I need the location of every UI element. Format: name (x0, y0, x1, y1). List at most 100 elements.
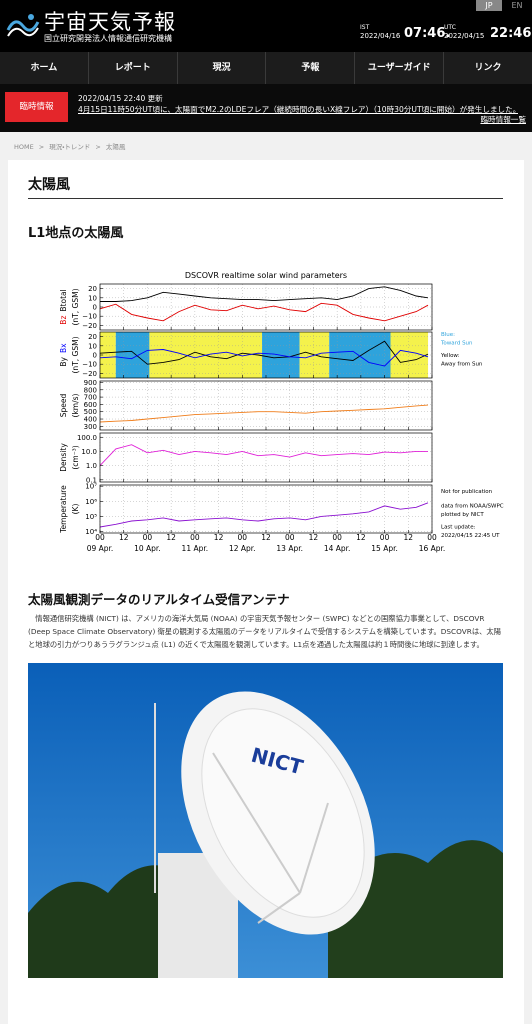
annotation: Last update: (441, 525, 476, 531)
nav-bar: ホーム レポート 現況 予報 ユーザーガイド リンク (0, 52, 532, 84)
logo (6, 14, 40, 37)
section-heading: 太陽風観測データのリアルタイム受信アンテナ (28, 592, 290, 607)
sector-band (100, 332, 116, 378)
clock-zone: IST (360, 24, 370, 31)
y-axis-unit: (nT, GSM) (71, 336, 80, 373)
x-date-label: 10 Apr. (134, 544, 161, 553)
site-title[interactable]: 宇宙天気予報 (44, 10, 176, 34)
breadcrumb: HOME > 現況・トレンド > 太陽風 (14, 141, 125, 151)
plot-frame (99, 283, 433, 331)
legend-entry: Btotal (59, 289, 68, 311)
x-date-label: 16 Apr. (419, 544, 446, 553)
lang-en[interactable]: EN (511, 1, 523, 10)
y-axis-unit: (km/s) (71, 393, 80, 417)
clock-zone: UTC (444, 24, 456, 31)
data-line (99, 302, 429, 322)
y-tick-label: −20 (82, 322, 97, 330)
nav-item[interactable]: ホーム (30, 63, 58, 73)
y-tick-label: −20 (82, 370, 97, 378)
x-date-label: 14 Apr. (324, 544, 351, 553)
y-axis-title: Speed (59, 394, 68, 418)
data-line (99, 502, 429, 528)
breadcrumb-item: 太陽風 (105, 143, 126, 151)
page-title: 太陽風 (28, 177, 70, 193)
y-tick-label: 100.0 (77, 434, 97, 442)
clock-time: 22:46. (490, 26, 532, 41)
plot-frame (99, 331, 433, 379)
x-tick-label: 00 (285, 533, 295, 542)
sector-band (115, 332, 150, 378)
title-rule (28, 198, 503, 199)
nav-item[interactable]: リンク (443, 52, 532, 84)
y-tick-label: −10 (82, 313, 97, 321)
site-subtitle: 国立研究開発法人情報通信研究機構 (44, 34, 172, 43)
x-tick-label: 00 (332, 533, 342, 542)
x-date-label: 11 Apr. (182, 544, 209, 553)
y-tick-label: 20 (88, 285, 97, 293)
y-tick-label: 800 (84, 386, 97, 394)
nav-item[interactable]: ユーザーガイド (354, 52, 443, 84)
breadcrumb-item[interactable]: 現況・トレンド (49, 143, 91, 151)
alert-bar: 臨時情報 2022/04/15 22:40 更新 4月15日11時50分UT頃に… (0, 84, 532, 132)
y-tick-label: 0 (93, 352, 97, 360)
annotation: Toward Sun (440, 341, 473, 347)
y-tick-label: 700 (84, 394, 97, 402)
alert-message[interactable]: 4月15日11時50分UT頃に、太陽面でM2.2のLDEフレア（継続時間の長いX… (78, 105, 518, 114)
y-tick-label: 0 (93, 304, 97, 312)
y-tick-label: 10.0 (81, 448, 97, 456)
y-tick-label: 500 (84, 408, 97, 416)
y-tick-label: 10⁷ (85, 483, 97, 491)
y-tick-label: 300 (84, 423, 97, 431)
x-tick-label: 00 (427, 533, 437, 542)
clock-date: 2022/04/15 (444, 32, 485, 40)
chart-title: DSCOVR realtime solar wind parameters (185, 271, 347, 280)
section-heading: L1地点の太陽風 (28, 226, 124, 241)
y-tick-label: 400 (84, 416, 97, 424)
data-line (100, 286, 429, 302)
y-tick-label: 10 (88, 294, 97, 302)
y-axis-unit: (cm⁻³) (71, 445, 80, 469)
y-tick-label: 600 (84, 401, 97, 409)
alert-badge[interactable]: 臨時情報 (5, 92, 68, 122)
y-axis-title: Density (59, 443, 68, 472)
data-line (99, 404, 429, 423)
clock-time: 07:46. (404, 26, 451, 41)
data-line (99, 340, 429, 365)
annotation: data from NOAA/SWPC (441, 504, 504, 510)
nav-item[interactable]: 現況 (176, 52, 266, 84)
annotation: Not for publication (441, 489, 493, 495)
x-tick-label: 12 (356, 533, 366, 542)
annotation: Yellow: (440, 353, 460, 359)
alert-link[interactable]: 臨時情報一覧 (480, 115, 526, 124)
x-tick-label: 12 (119, 533, 129, 542)
lang-jp[interactable]: JP (476, 0, 502, 11)
y-tick-label: 0.1 (86, 476, 97, 484)
y-axis-title: Temperature (59, 485, 68, 534)
y-axis-label: Temperature (59, 485, 68, 534)
y-axis-label: Bz Btotal (59, 289, 68, 324)
x-tick-label: 00 (380, 533, 390, 542)
y-tick-label: 10⁴ (85, 528, 97, 536)
x-tick-label: 00 (190, 533, 200, 542)
y-tick-label: 10 (88, 342, 97, 350)
breadcrumb-item[interactable]: HOME (14, 143, 34, 151)
x-tick-label: 12 (214, 533, 224, 542)
x-date-label: 09 Apr. (87, 544, 114, 553)
nav-item[interactable]: レポート (87, 52, 177, 84)
y-axis-label: Density (59, 443, 68, 472)
paragraph: 情報通信研究機構 (NICT) は、アメリカの海洋大気局 (NOAA) の宇宙天… (28, 614, 502, 649)
legend-entry: By (59, 356, 68, 366)
y-tick-label: 900 (84, 379, 97, 387)
y-axis-label: By Bx (59, 343, 68, 367)
x-tick-label: 00 (95, 533, 105, 542)
nav-item[interactable]: 予報 (265, 52, 354, 84)
x-date-label: 12 Apr. (229, 544, 256, 553)
y-tick-label: 1.0 (86, 462, 97, 470)
plot-frame (99, 432, 433, 483)
y-axis-unit: (K) (71, 504, 80, 515)
y-tick-label: 20 (88, 333, 97, 341)
x-tick-label: 00 (238, 533, 248, 542)
y-axis-label: Speed (59, 394, 68, 418)
